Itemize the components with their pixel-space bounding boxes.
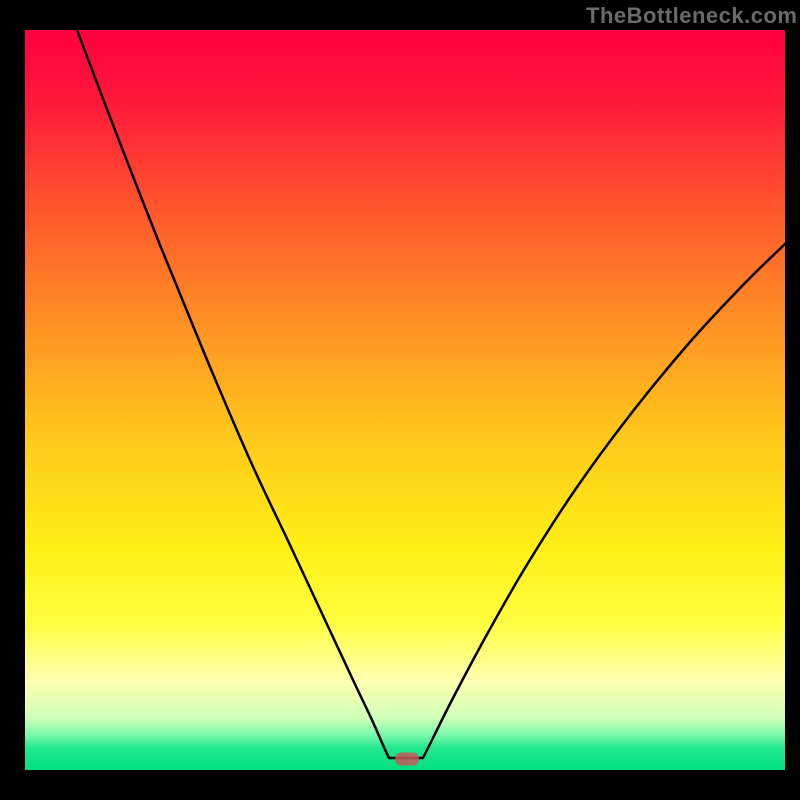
optimal-marker	[395, 753, 419, 766]
plot-background	[25, 30, 785, 770]
watermark-text: TheBottleneck.com	[586, 3, 797, 29]
bottleneck-chart	[0, 0, 800, 800]
